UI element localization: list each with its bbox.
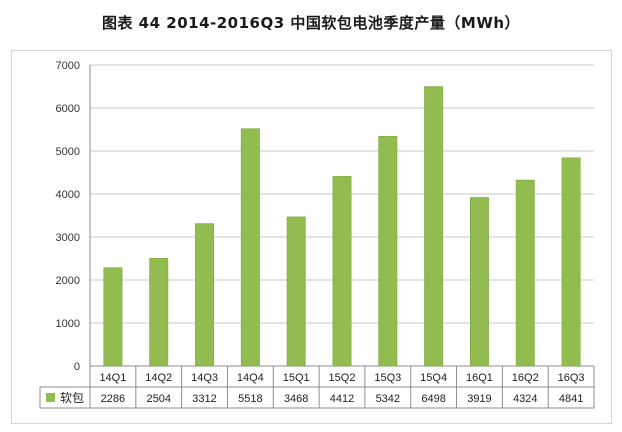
- x-tick-label: 14Q3: [191, 372, 218, 384]
- x-tick-label: 15Q2: [329, 372, 356, 384]
- data-label: 4412: [330, 393, 354, 405]
- x-tick-label: 15Q1: [283, 372, 310, 384]
- data-label: 5518: [238, 393, 262, 405]
- bar: [561, 157, 581, 367]
- legend-label: 软包: [60, 391, 84, 405]
- bar: [424, 86, 444, 367]
- data-label: 4324: [513, 393, 537, 405]
- bar: [240, 128, 260, 367]
- x-tick-label: 15Q4: [420, 372, 447, 384]
- x-tick-label: 16Q2: [512, 372, 539, 384]
- x-tick-label: 16Q3: [558, 372, 585, 384]
- y-tick-label: 3000: [56, 232, 80, 244]
- data-label: 3468: [284, 393, 308, 405]
- data-label: 3919: [467, 393, 491, 405]
- bar: [286, 216, 306, 367]
- x-tick-label: 15Q3: [374, 372, 401, 384]
- x-tick-label: 16Q1: [466, 372, 493, 384]
- data-label: 2504: [146, 393, 170, 405]
- data-label: 2286: [101, 393, 125, 405]
- x-tick-label: 14Q2: [145, 372, 172, 384]
- y-tick-label: 2000: [56, 275, 80, 287]
- data-label: 3312: [192, 393, 216, 405]
- legend-swatch: [46, 393, 55, 402]
- bar: [378, 135, 398, 367]
- y-tick-label: 5000: [56, 146, 80, 158]
- bar: [469, 197, 489, 367]
- data-table: 14Q1 2286 14Q2 2504 14Q3 3312 14Q4 5518 15Q1 3468…: [39, 366, 595, 409]
- bar: [332, 175, 352, 367]
- data-label: 5342: [376, 393, 400, 405]
- bar: [149, 258, 169, 367]
- y-tick-label: 6000: [56, 103, 80, 115]
- data-label: 6498: [421, 393, 445, 405]
- data-label: 4841: [559, 393, 583, 405]
- y-tick-label: 4000: [56, 189, 80, 201]
- bar: [195, 223, 215, 367]
- bar: [103, 267, 123, 367]
- x-tick-label: 14Q4: [237, 372, 264, 384]
- bar: [515, 179, 535, 367]
- x-tick-label: 14Q1: [99, 372, 126, 384]
- y-tick-label: 7000: [56, 60, 80, 72]
- y-axis: 0 1000 2000 3000 4000 5000 6000 7000: [56, 60, 91, 373]
- y-tick-label: 1000: [56, 318, 80, 330]
- chart-title: 图表 44 2014-2016Q3 中国软包电池季度产量（MWh）: [101, 14, 521, 32]
- chart-frame: [11, 50, 612, 424]
- bars: [103, 86, 581, 367]
- y-tick-label: 0: [74, 361, 80, 373]
